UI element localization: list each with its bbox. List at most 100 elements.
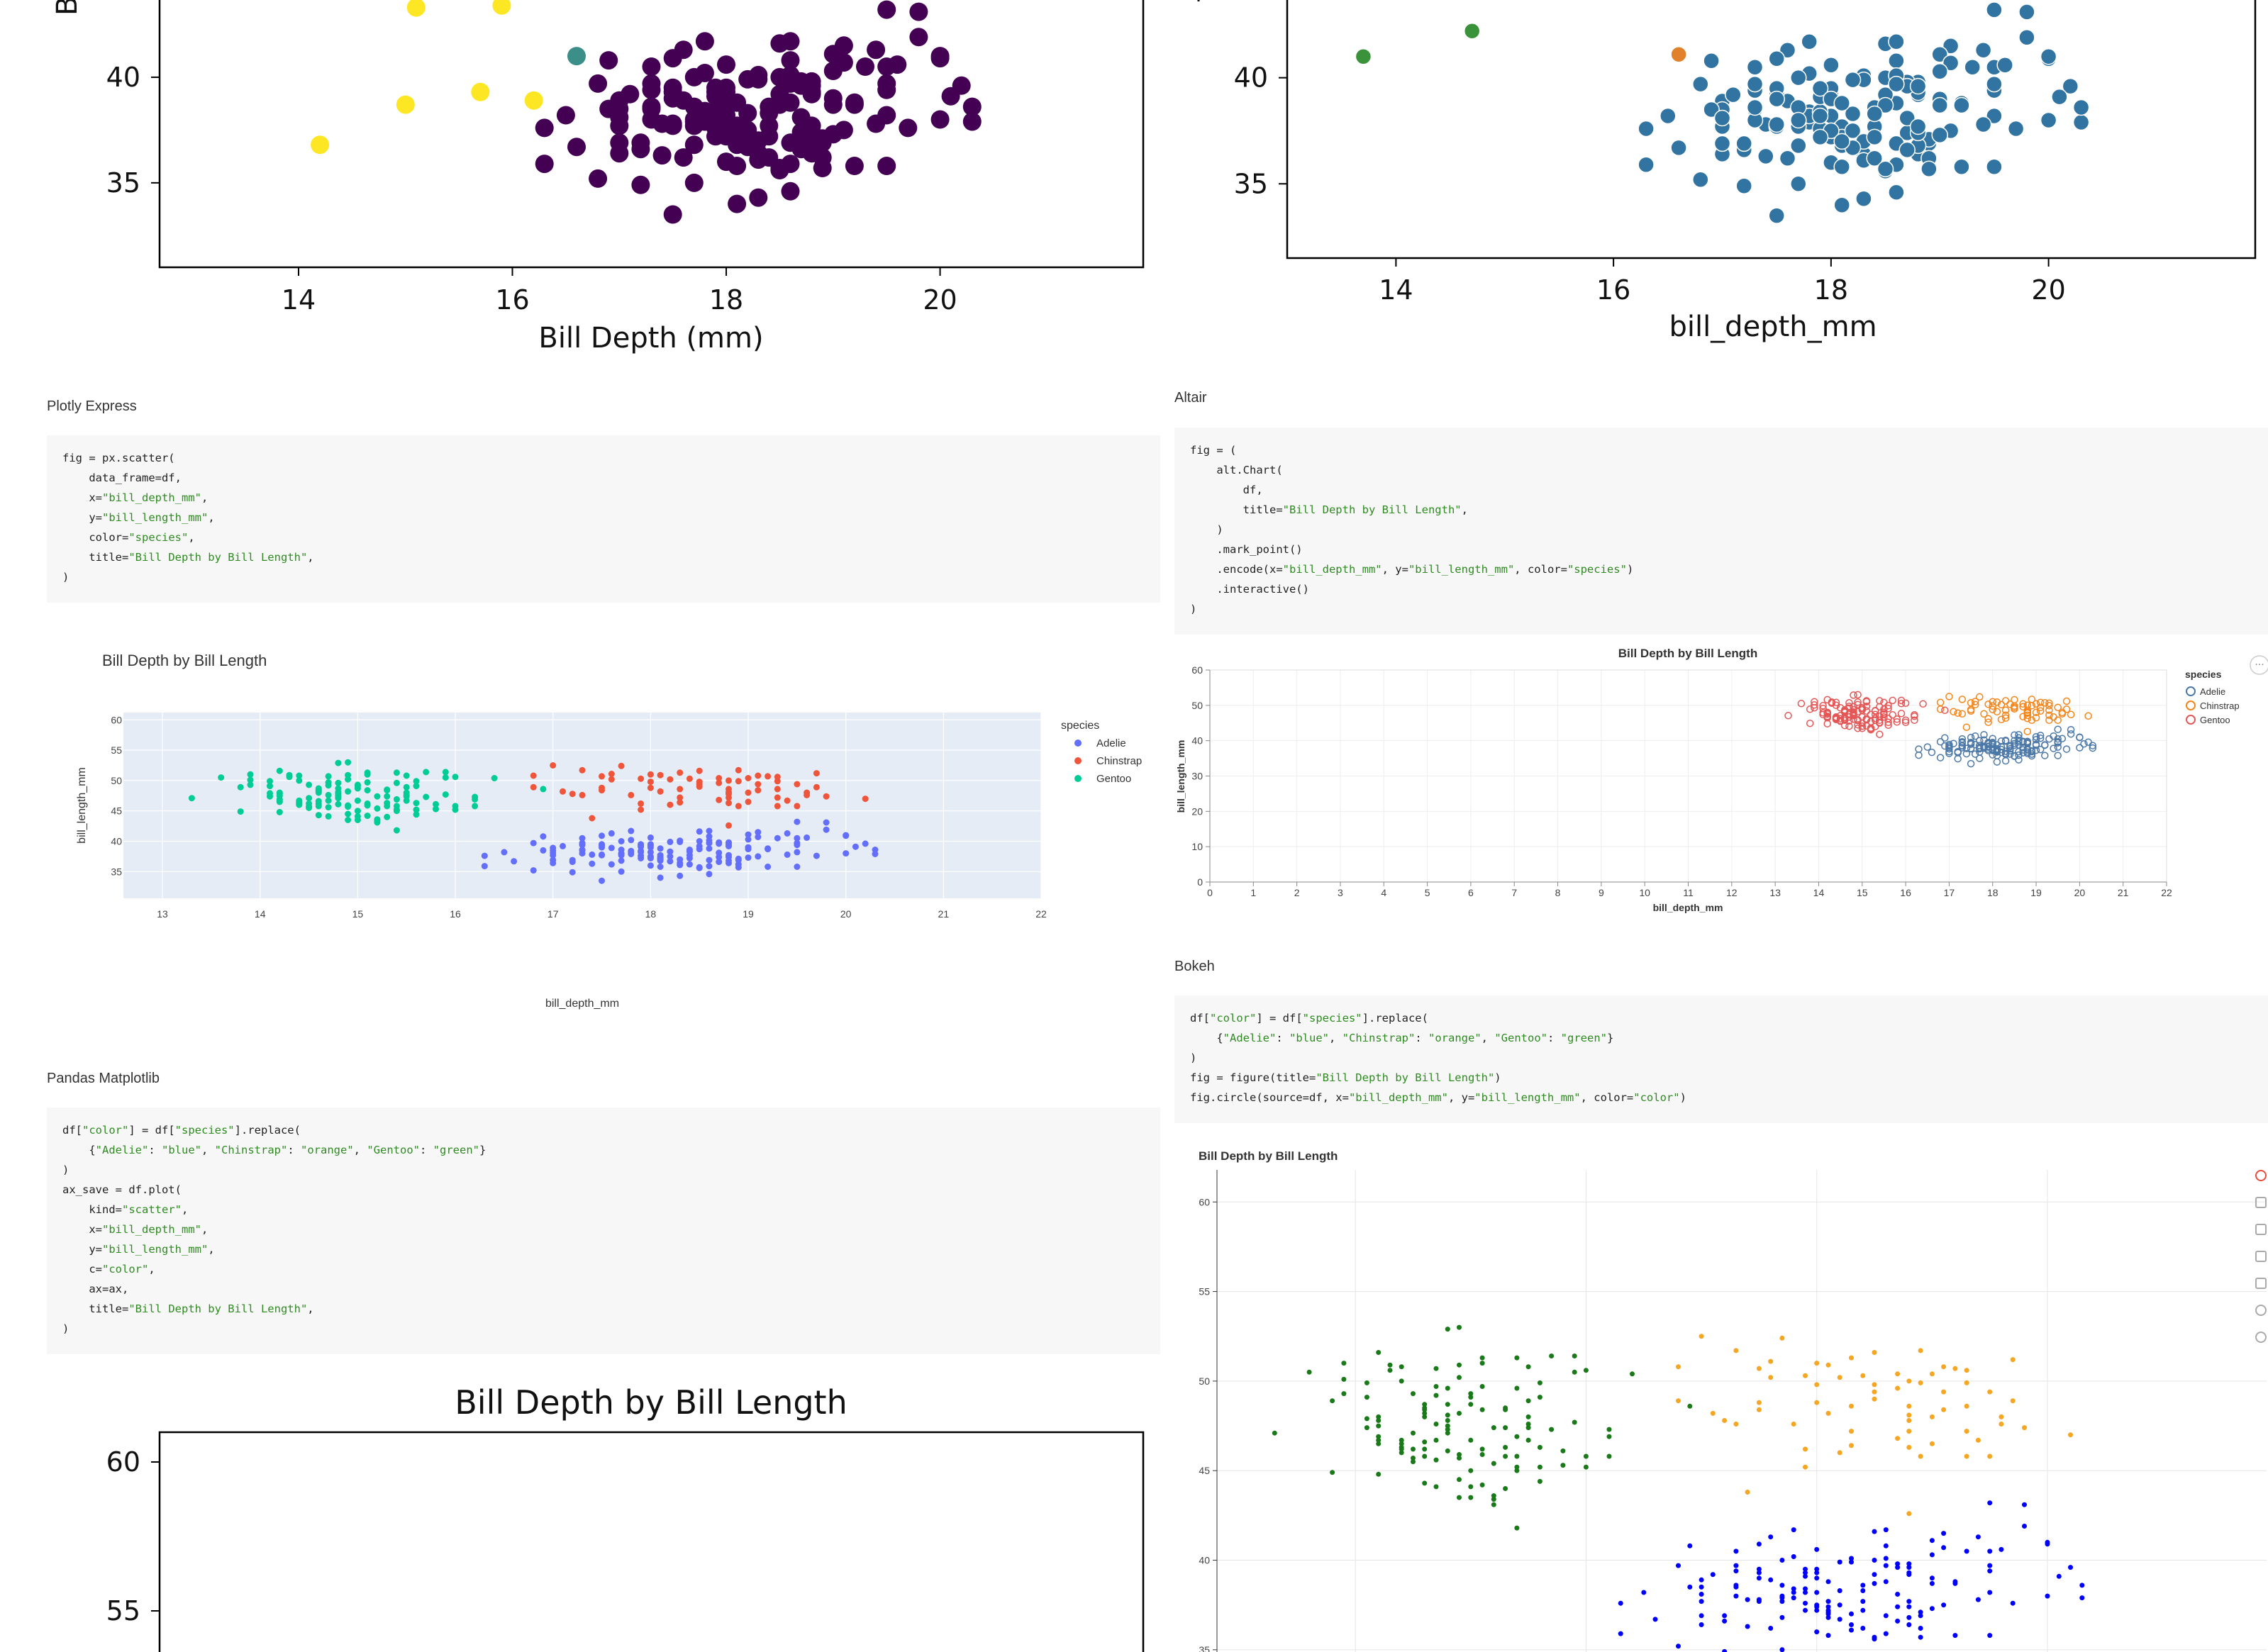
bokeh-chart[interactable]: Bill Depth by Bill Length 35 40 45 50 55 60 (1174, 1142, 2268, 1652)
data-point (1825, 1607, 1831, 1613)
data-point (706, 127, 725, 146)
code-line: fig = figure(title="Bill Depth by Bill L… (1190, 1071, 1501, 1084)
data-point (774, 835, 781, 842)
data-point (1860, 1626, 1866, 1631)
bokeh-toolbar[interactable] (2255, 1170, 2268, 1358)
data-point (2023, 748, 2032, 756)
data-point (1463, 23, 1481, 40)
data-point (1814, 1361, 1820, 1366)
data-point (1872, 1558, 1877, 1563)
data-point (1411, 1459, 1416, 1465)
data-point (1803, 1607, 1808, 1613)
bokeh-logo-icon[interactable] (2255, 1170, 2267, 1181)
altair-actions-dots: ··· (2255, 659, 2264, 671)
data-point (1931, 62, 1948, 80)
data-point (1399, 1441, 1404, 1446)
tick-label: 35 (1199, 1644, 1210, 1652)
data-point (877, 74, 896, 93)
data-point (1906, 1614, 1912, 1620)
tick-label: 18 (1987, 887, 1999, 898)
data-point (1854, 701, 1862, 709)
data-point (1745, 1624, 1750, 1629)
pan-tool-icon[interactable] (2255, 1197, 2267, 1208)
data-point (1918, 1453, 1923, 1459)
data-point (1897, 700, 1906, 708)
data-point (1699, 1592, 1704, 1597)
data-point (684, 110, 704, 129)
wheel-zoom-tool-icon[interactable] (2255, 1251, 2267, 1262)
data-point (1929, 1414, 1935, 1419)
data-point (1996, 56, 2013, 74)
data-point (540, 833, 547, 840)
data-point (1422, 1446, 1428, 1452)
data-point (1997, 737, 2006, 745)
data-point (1876, 730, 1884, 738)
data-point (1832, 698, 1840, 707)
data-point (364, 813, 371, 820)
data-point (1987, 1568, 1993, 1574)
tick-label: 21 (2118, 887, 2129, 898)
box-zoom-tool-icon[interactable] (2255, 1224, 2267, 1235)
data-point (1962, 749, 1971, 758)
data-point (1733, 1563, 1739, 1568)
tick-label: 8 (1555, 887, 1561, 898)
data-point (1445, 1448, 1450, 1453)
data-point (1941, 1545, 1947, 1551)
code-line: fig.circle(source=df, x="bill_depth_mm",… (1190, 1091, 1686, 1104)
data-point (1931, 45, 1948, 63)
data-point (2036, 731, 2045, 740)
altair-chart[interactable]: Bill Depth by Bill Length 0 1 2 3 4 5 6 7 8 9 10 11… (1174, 642, 2268, 913)
data-point (1862, 715, 1871, 723)
plotly-ylabel: bill_length_mm (76, 767, 88, 844)
data-point (413, 800, 420, 807)
data-point (1920, 160, 1938, 178)
pandas-frame (158, 1431, 1145, 1652)
data-point (1964, 1429, 1969, 1434)
data-point (1954, 747, 1962, 756)
data-point (1837, 1450, 1842, 1456)
save-tool-icon[interactable] (2255, 1278, 2267, 1289)
data-point (745, 775, 752, 781)
data-point (1849, 1627, 1854, 1633)
data-point (1993, 698, 2001, 706)
reset-tool-icon[interactable] (2255, 1305, 2267, 1316)
data-point (452, 803, 459, 810)
data-point (1872, 1350, 1877, 1355)
data-point (1987, 1633, 1993, 1639)
plotly-chart[interactable]: Bill Depth by Bill Length 13 14 15 16 17 18 19… (47, 638, 1153, 1010)
altair-actions-icon[interactable] (2250, 655, 2268, 675)
tick-label: 14 (282, 284, 316, 316)
data-point (2023, 708, 2032, 716)
help-tool-icon[interactable] (2255, 1332, 2267, 1343)
altair-legend[interactable]: species Adelie Chinstrap Gentoo (2185, 669, 2240, 725)
plotly-legend[interactable]: species Adelie Chinstrap Gentoo (1061, 720, 1142, 785)
data-point (791, 140, 811, 159)
data-point (1866, 105, 1883, 123)
data-point (663, 205, 682, 224)
tick-label: 16 (1596, 274, 1630, 306)
data-point (647, 853, 654, 860)
data-point (1819, 705, 1827, 713)
data-point (1928, 748, 1936, 757)
data-point (1989, 702, 1996, 710)
data-point (755, 781, 762, 788)
tick-label: 5 (1425, 887, 1430, 898)
data-point (1606, 1434, 1612, 1439)
data-point (1872, 1396, 1877, 1402)
data-point (2054, 725, 2062, 733)
data-point (1840, 706, 1849, 714)
data-point (1858, 724, 1867, 732)
data-point (1768, 116, 1785, 133)
data-point (1756, 1597, 1762, 1602)
data-point (1895, 1592, 1901, 1597)
data-point (1479, 1361, 1485, 1366)
data-point (1987, 1548, 1993, 1554)
mpl1-ylabel-fragment: B (51, 0, 84, 16)
data-point (728, 93, 747, 112)
code-line: title="Bill Depth by Bill Length", (1190, 503, 1468, 516)
data-point (1888, 75, 1905, 93)
data-point (1779, 1335, 1785, 1341)
data-point (1330, 1398, 1335, 1404)
data-point (1733, 1422, 1739, 1427)
code-line: color="species", (62, 531, 195, 544)
